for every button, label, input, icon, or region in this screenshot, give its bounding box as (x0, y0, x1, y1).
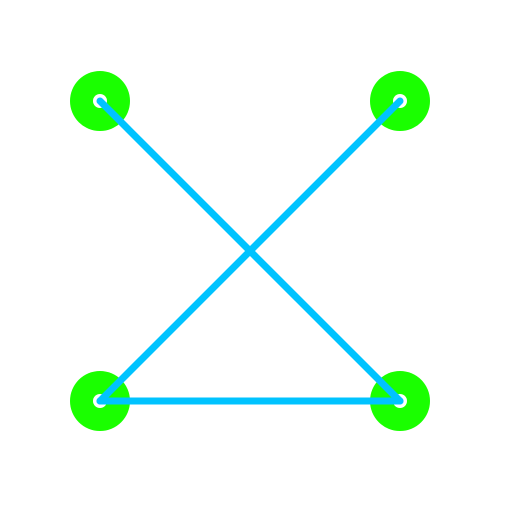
edge-top-right-to-bottom-left (96, 97, 404, 405)
edges-layer (96, 97, 404, 405)
